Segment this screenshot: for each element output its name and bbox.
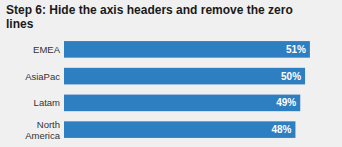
y-tick-label: Latam xyxy=(34,97,60,108)
data-label: 49% xyxy=(276,97,296,108)
bars xyxy=(64,41,310,138)
bar xyxy=(64,41,310,58)
y-tick-label: AsiaPac xyxy=(25,71,60,82)
bar xyxy=(64,121,295,138)
y-tick-label: EMEA xyxy=(33,44,61,55)
y-tick-label: NorthAmerica xyxy=(25,119,61,141)
bar xyxy=(64,68,305,85)
data-label: 51% xyxy=(286,44,306,55)
background xyxy=(0,0,342,147)
bar xyxy=(64,95,300,112)
title: Step 6: Hide the axis headers and remove… xyxy=(6,3,293,31)
data-labels: 51% 50% 49% 48% xyxy=(271,44,306,135)
y-tick-labels: EMEA AsiaPac Latam NorthAmerica xyxy=(25,44,61,141)
data-label: 48% xyxy=(271,124,291,135)
data-label: 50% xyxy=(281,71,301,82)
chart: Step 6: Hide the axis headers and remove… xyxy=(0,0,342,147)
